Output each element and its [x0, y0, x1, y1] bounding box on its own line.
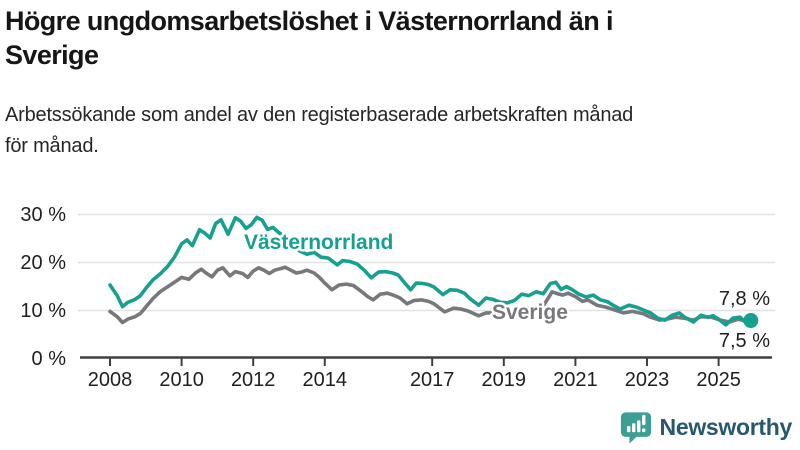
x-axis-label-2012: 2012	[231, 369, 276, 391]
series-label-västernorrland: Västernorrland	[244, 231, 393, 254]
x-axis-label-2025: 2025	[696, 369, 741, 391]
y-axis-label-20: 20 %	[20, 252, 66, 274]
subtitle-line-1: Arbetssökande som andel av den registerb…	[5, 104, 634, 126]
end-value-label-sverige: 7,5 %	[719, 330, 770, 352]
x-axis-label-2010: 2010	[159, 369, 204, 391]
x-axis-label-2019: 2019	[482, 369, 527, 391]
y-axis-label-30: 30 %	[20, 204, 66, 226]
x-axis-label-2014: 2014	[303, 369, 348, 391]
series-label-sverige: Sverige	[492, 301, 568, 324]
series-end-dot-västernorrland	[743, 313, 759, 329]
x-axis-label-2023: 2023	[625, 369, 670, 391]
x-axis-label-2021: 2021	[553, 369, 598, 391]
page-title: Högre ungdomsarbetslöshet i Västernorrla…	[5, 4, 705, 72]
newsworthy-wordmark: Newsworthy	[659, 413, 793, 440]
series-line-sverige	[108, 265, 753, 325]
newsworthy-pin-barchart-icon	[620, 412, 651, 444]
end-value-label-västernorrland: 7,8 %	[719, 288, 770, 310]
subtitle-line-2: för månad.	[5, 135, 99, 157]
page-subtitle: Arbetssökande som andel av den registerb…	[5, 100, 705, 162]
newsworthy-logo[interactable]: Newsworthy	[619, 410, 792, 444]
series-line-västernorrland	[108, 215, 753, 327]
title-line-1: Högre ungdomsarbetslöshet i Västernorrla…	[5, 6, 614, 36]
y-axis-label-10: 10 %	[20, 300, 66, 322]
title-line-2: Sverige	[5, 40, 99, 70]
y-axis-label-0: 0 %	[32, 348, 67, 370]
x-axis-label-2017: 2017	[410, 369, 455, 391]
x-axis-label-2008: 2008	[88, 369, 133, 391]
